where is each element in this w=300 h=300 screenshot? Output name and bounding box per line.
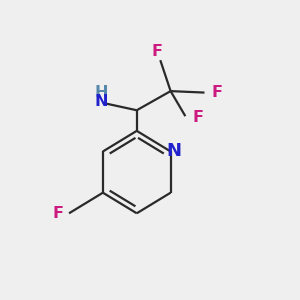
Text: F: F — [193, 110, 204, 125]
Text: F: F — [151, 44, 162, 59]
Text: F: F — [52, 206, 63, 221]
Text: N: N — [167, 142, 182, 160]
Text: N: N — [95, 94, 108, 109]
Text: H: H — [95, 85, 108, 100]
Text: F: F — [212, 85, 223, 100]
